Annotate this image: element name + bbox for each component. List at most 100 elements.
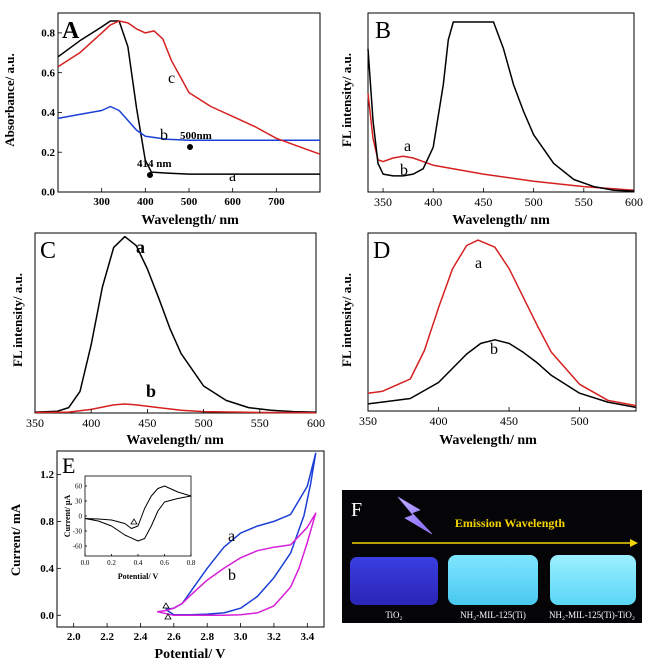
panel-e-yticks: 0.0 0.4 0.8 1.2 <box>40 469 61 622</box>
a-series-c <box>57 20 321 155</box>
x-tick-label: 350 <box>26 416 44 430</box>
panel-a-xlabel: Wavelength/ nm <box>141 213 239 228</box>
y-tick-label: 0.4 <box>40 563 54 575</box>
panel-a-series-group <box>57 20 321 175</box>
d-series-a <box>367 239 637 407</box>
x-tick-label: 550 <box>575 195 593 209</box>
x-tick-label: 3.0 <box>234 631 248 643</box>
e-series-a <box>165 452 317 616</box>
panel-e-inset-yticks: -60 -30 0 30 60 <box>73 482 87 550</box>
panel-e-inset-frame <box>84 475 192 557</box>
b-series-b <box>367 21 635 192</box>
panel-d-series-a-label: a <box>475 255 482 272</box>
x-tick-label: 450 <box>138 416 156 430</box>
panel-b-label: B <box>375 18 391 44</box>
panel-e-label: E <box>62 453 75 478</box>
panel-b: 350 400 450 500 550 600 B Wavelength/ nm FL i… <box>339 12 643 228</box>
y-tick-label: 1.2 <box>40 469 54 481</box>
panel-c-series-b-label: b <box>146 381 156 401</box>
y-tick-label: -30 <box>73 527 83 535</box>
x-tick-label: 600 <box>224 196 241 208</box>
panel-d-frame <box>367 232 637 412</box>
panel-a-series-a-label: a <box>229 168 236 185</box>
panel-c: 350 400 450 500 550 600 C Wavelength/ nm FL i… <box>10 232 325 448</box>
x-tick-label: 500 <box>195 416 213 430</box>
y-tick-label: -60 <box>73 542 83 550</box>
x-tick-label: 0.8 <box>187 559 196 567</box>
x-tick-label: 500 <box>525 195 543 209</box>
a-series-a <box>57 20 320 175</box>
panel-a-414nm-marker <box>147 172 153 178</box>
panel-a-label: A <box>62 18 80 44</box>
panel-e-frame <box>56 450 325 628</box>
x-tick-label: 450 <box>474 195 492 209</box>
x-tick-label: 0.2 <box>107 559 116 567</box>
x-tick-label: 450 <box>500 414 518 428</box>
panel-e: 2.0 2.2 2.4 2.6 2.8 3.0 3.2 3.4 0.00.40.81.2 E … <box>8 450 325 662</box>
panel-c-label: C <box>40 238 56 264</box>
panel-e-xticks: 2.0 2.2 2.4 2.6 2.8 3.0 3.2 3.4 <box>67 623 315 643</box>
x-tick-label: 0.0 <box>81 559 90 567</box>
panel-c-ylabel: FL intensity/ a.u. <box>10 273 25 367</box>
panel-b-series-group <box>367 21 635 192</box>
panel-e-onset-marker-2 <box>164 613 172 620</box>
a-series-b <box>57 105 320 142</box>
x-tick-label: 2.6 <box>167 631 181 643</box>
panel-e-inset-series-group <box>84 485 192 542</box>
sample-nh2-mil-block <box>448 555 538 605</box>
panel-b-series-b-label: b <box>400 162 408 179</box>
panel-e-inset-xlabel: Potential/ V <box>118 572 159 581</box>
x-tick-label: 2.2 <box>100 631 114 643</box>
panel-e-ylabel: Current/ mA <box>8 503 23 576</box>
x-tick-label: 3.2 <box>267 631 281 643</box>
panel-e-series-group <box>156 452 317 617</box>
panel-d-label: D <box>373 238 390 264</box>
panel-f-label: F <box>351 499 362 521</box>
panel-a-414nm-annotation: 414 nm <box>137 158 172 170</box>
x-tick-label: 600 <box>625 195 643 209</box>
x-tick-label: 400 <box>424 195 442 209</box>
panel-e-xlabel: Potential/ V <box>155 647 226 662</box>
sample-nh2-mil-label: NH₂-MIL-125(Ti) <box>460 610 526 620</box>
panel-c-xticks: 350 400 450 500 550 600 <box>26 409 325 430</box>
x-tick-label: 500 <box>181 196 198 208</box>
x-tick-label: 600 <box>307 416 325 430</box>
panel-b-xticks: 350 400 450 500 550 600 <box>374 188 643 209</box>
panel-d-ylabel: FL intensity/ a.u. <box>339 273 354 367</box>
x-tick-label: 3.4 <box>300 631 314 643</box>
y-tick-label: 0 <box>79 512 83 520</box>
panel-f: F Emission Wavelength TiO₂ NH₂-MIL-125(T… <box>342 490 642 623</box>
x-tick-label: 500 <box>571 414 589 428</box>
panel-a-series-b-label: b <box>160 127 168 144</box>
panel-e-series-b-label: b <box>228 567 236 584</box>
x-tick-label: 350 <box>374 195 392 209</box>
sample-nh2-mil-tio2-label: NH₂-MIL-125(Ti)-TiO₂ <box>549 610 635 620</box>
y-tick-label: 0.2 <box>41 147 55 159</box>
panel-a: 300 400 500 600 700 0.0 0.2 0.4 0.6 0.8 A Wavele… <box>2 12 321 228</box>
c-series-b <box>34 403 317 414</box>
x-tick-label: 2.0 <box>67 631 81 643</box>
x-tick-label: 700 <box>268 196 285 208</box>
panel-a-frame <box>57 12 321 193</box>
lightning-bolt-icon <box>397 496 433 535</box>
panel-b-series-a-label: a <box>404 138 411 155</box>
panel-a-500nm-annotation: 500nm <box>180 130 212 142</box>
emission-arrow-head <box>630 539 638 547</box>
panel-b-xlabel: Wavelength/ nm <box>452 213 550 228</box>
panel-e-inset-ylabel: Current/ μA <box>63 495 72 538</box>
x-tick-label: 550 <box>251 416 269 430</box>
x-tick-label: 350 <box>359 414 377 428</box>
y-tick-label: 0.0 <box>41 187 55 199</box>
panel-c-xlabel: Wavelength/ nm <box>126 433 224 448</box>
panel-a-xticks: 300 400 500 600 700 <box>93 188 285 208</box>
panel-d-xlabel: Wavelength/ nm <box>439 433 537 448</box>
panel-d: 350 400 450 500 D Wavelength/ nm FL intensi… <box>339 232 637 448</box>
panel-c-series-group <box>34 235 317 414</box>
d-series-b <box>367 339 637 409</box>
panel-e-series-a-label: a <box>228 528 235 545</box>
panel-d-xticks: 350 400 450 500 <box>359 407 589 428</box>
e-series-b <box>156 512 317 617</box>
ein-series-cv <box>84 485 192 542</box>
sample-tio2-block <box>350 557 438 605</box>
